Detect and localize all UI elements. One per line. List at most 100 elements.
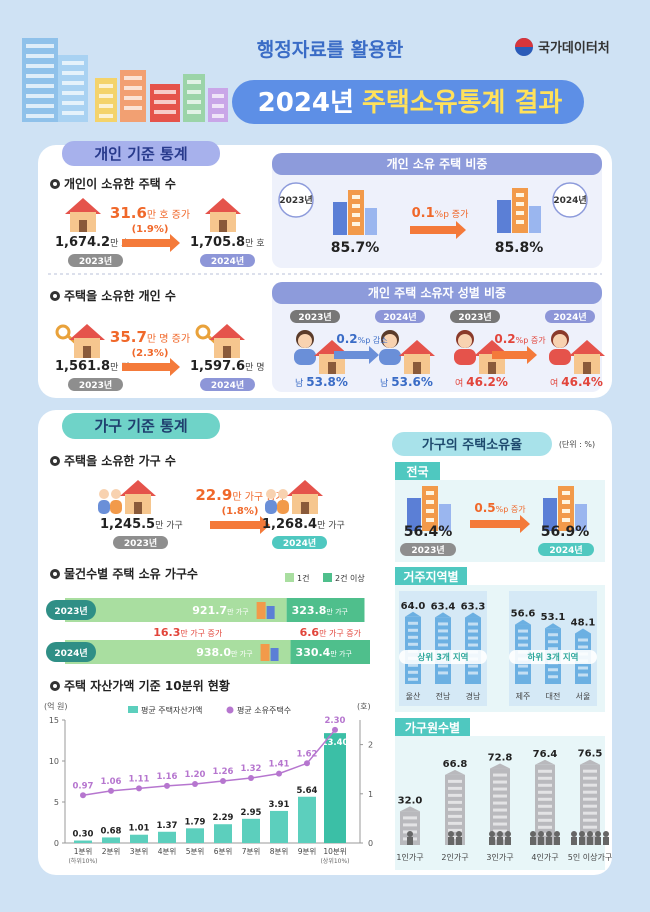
value-label: 1.16 bbox=[157, 772, 178, 782]
house-door bbox=[328, 362, 336, 374]
y2-tick-label-part: 2 bbox=[368, 741, 373, 750]
value-label-part: 1.37 bbox=[157, 821, 178, 831]
person-head bbox=[458, 334, 472, 348]
text-part: 1,245.5 bbox=[100, 517, 155, 532]
window bbox=[352, 195, 360, 199]
window bbox=[518, 643, 528, 647]
value-label-part: 0.97 bbox=[73, 781, 94, 791]
window bbox=[583, 825, 597, 829]
window bbox=[448, 779, 462, 783]
bar bbox=[400, 811, 420, 845]
value-label-part: 76.4 bbox=[533, 749, 558, 760]
year-label: 2024년 bbox=[549, 544, 582, 556]
box-title: 가구의 주택소유율 bbox=[422, 437, 522, 453]
bar bbox=[290, 640, 370, 664]
year-label: 2023년 bbox=[124, 537, 157, 549]
text-part: 만 가구 bbox=[155, 520, 183, 531]
window bbox=[438, 643, 448, 647]
x-tick-label-part: 8분위 bbox=[270, 847, 289, 856]
value-label-part: 323.8 bbox=[292, 604, 327, 617]
person-icon bbox=[489, 831, 495, 837]
annotation-part: 6.6 bbox=[300, 626, 320, 639]
value-label-part: 48.1 bbox=[571, 617, 596, 628]
header-building bbox=[95, 78, 117, 122]
sub-tab-label: 전국 bbox=[406, 464, 428, 479]
text-part: 46.2% bbox=[466, 375, 508, 389]
value-label: 64.0 bbox=[401, 601, 426, 612]
person-head bbox=[278, 489, 288, 499]
annotation: 6.6만 가구 증가 bbox=[300, 626, 362, 639]
window bbox=[212, 94, 224, 98]
legend-label-part: 1건 bbox=[297, 573, 309, 583]
bar bbox=[158, 831, 176, 843]
value-label: 1.11 bbox=[129, 774, 150, 784]
person-body bbox=[454, 349, 476, 365]
x-tick-label: 8분위 bbox=[270, 847, 289, 856]
bar bbox=[214, 824, 232, 843]
x-tick-label-part: 2인가구 bbox=[441, 852, 468, 862]
text-part: 만 호 bbox=[245, 238, 264, 249]
bar-roof bbox=[490, 763, 510, 769]
year-pill bbox=[538, 543, 594, 556]
year-label-part: 2024년 bbox=[553, 311, 586, 323]
window bbox=[26, 84, 54, 88]
text-part: 1,674.2 bbox=[55, 235, 110, 250]
window bbox=[583, 804, 597, 808]
x-tick-label: 서울 bbox=[576, 692, 591, 701]
x-tick-label-part: 울산 bbox=[406, 691, 421, 701]
point bbox=[80, 792, 86, 799]
window bbox=[99, 84, 113, 88]
sub-tab-label: 가구원수별 bbox=[405, 720, 460, 735]
year-label: 2024년 bbox=[553, 311, 586, 323]
year-label: 2023년 bbox=[458, 311, 491, 323]
year-pill bbox=[375, 310, 425, 323]
text-part: 46.4% bbox=[561, 375, 603, 389]
window bbox=[426, 518, 434, 522]
rate-header bbox=[392, 432, 552, 456]
value-label-part: 3.91 bbox=[269, 800, 290, 810]
window bbox=[562, 500, 570, 504]
window bbox=[62, 91, 84, 95]
legend-label: 평균 소유주택수 bbox=[237, 705, 291, 715]
house-door bbox=[488, 362, 496, 374]
annotation: 16.3만 가구 증가 bbox=[153, 626, 223, 639]
person-icon bbox=[579, 831, 585, 837]
unit-note-part: (단위 : %) bbox=[559, 439, 595, 449]
window bbox=[26, 94, 54, 98]
window bbox=[438, 636, 448, 640]
text-part: 1,597.6 bbox=[190, 359, 245, 374]
x-tick-label-part: 4인가구 bbox=[531, 852, 558, 862]
section-heading: 주택을 소유한 개인 수 bbox=[64, 288, 176, 303]
x-tick-label: 2인가구 bbox=[441, 852, 468, 862]
text: 1,674.2만 호 bbox=[55, 235, 130, 250]
window bbox=[408, 670, 418, 674]
group-label-bg bbox=[509, 650, 597, 664]
year-label: 2023년 bbox=[79, 255, 112, 267]
value-label: 66.8 bbox=[443, 759, 468, 770]
text: 56.4% bbox=[404, 524, 453, 540]
window bbox=[538, 818, 552, 822]
bar bbox=[298, 796, 316, 843]
person-icon bbox=[505, 837, 511, 845]
window bbox=[212, 104, 224, 108]
x-tick-label-part: 경남 bbox=[466, 691, 481, 701]
person-icon bbox=[456, 831, 462, 837]
bullet-inner bbox=[53, 182, 57, 186]
text-part: 56.9% bbox=[541, 524, 590, 540]
x-tick-label-part: 9분위 bbox=[298, 847, 317, 856]
window bbox=[448, 793, 462, 797]
value-label: 0.68 bbox=[101, 826, 122, 836]
value-label: 2.30 bbox=[325, 716, 346, 726]
legend-swatch bbox=[128, 706, 138, 713]
house-door bbox=[219, 220, 227, 232]
change-pct-part: (1.9%) bbox=[132, 224, 169, 235]
person-icon bbox=[587, 831, 593, 837]
year-badge bbox=[278, 182, 314, 218]
window bbox=[538, 769, 552, 773]
window bbox=[548, 647, 558, 651]
person-icon bbox=[407, 831, 413, 837]
bar-roof bbox=[400, 806, 420, 812]
x-tick-label-part: 대전 bbox=[546, 691, 561, 701]
text: 1,705.8만 호 bbox=[190, 235, 265, 250]
